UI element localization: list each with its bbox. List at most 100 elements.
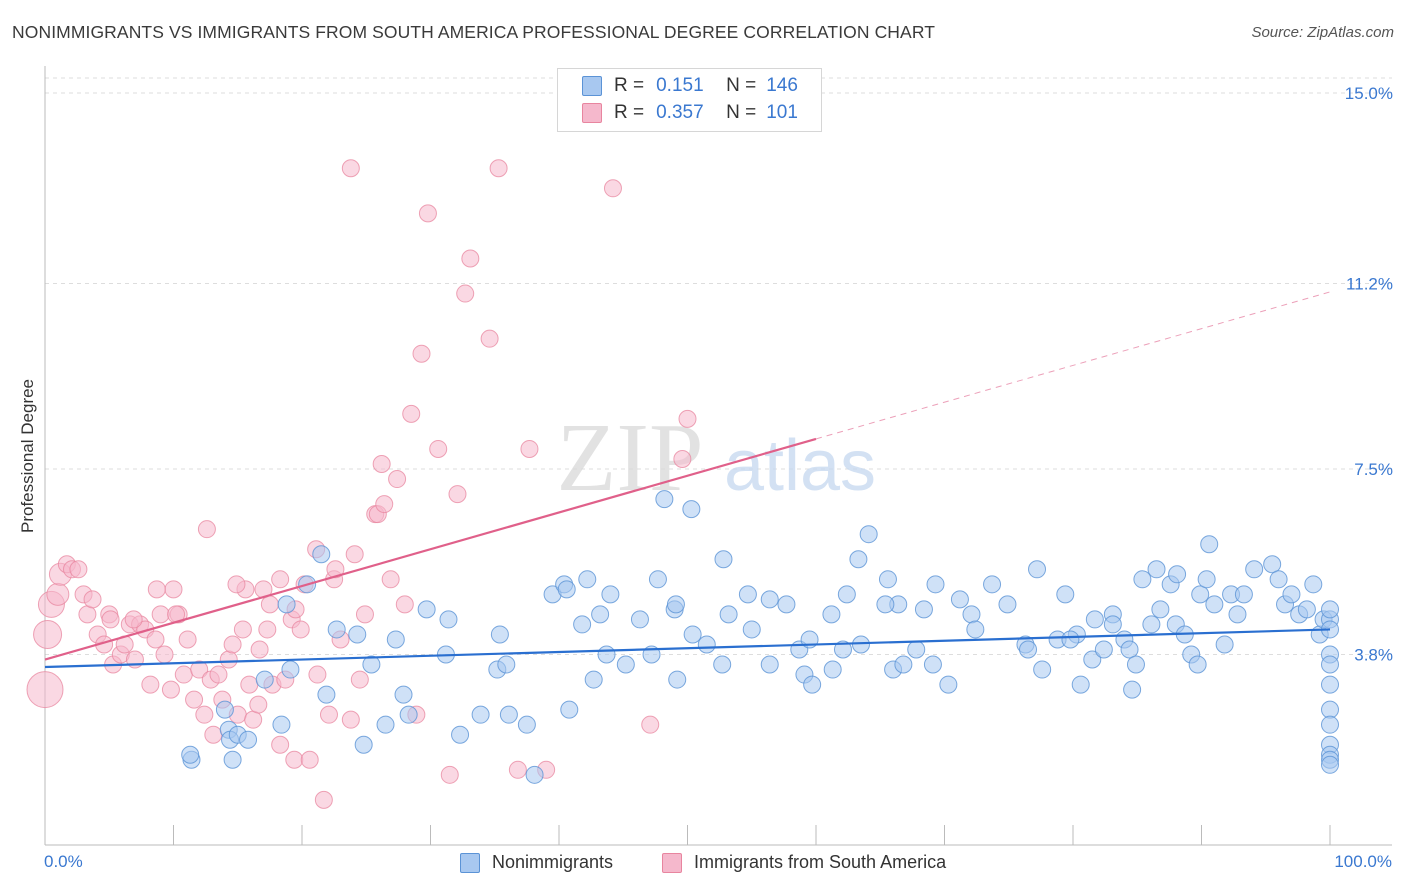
x-tick-max: 100.0% — [1334, 852, 1392, 871]
point-nonimmigrants — [277, 595, 296, 614]
point-nonimmigrants — [683, 625, 702, 644]
series-immigrants-points — [26, 159, 697, 809]
point-nonimmigrants — [1269, 570, 1288, 589]
point-nonimmigrants — [1282, 585, 1301, 604]
point-nonimmigrants — [851, 635, 870, 654]
point-nonimmigrants — [386, 630, 405, 649]
point-immigrants — [418, 204, 437, 223]
point-nonimmigrants — [998, 595, 1017, 614]
point-nonimmigrants — [878, 570, 897, 589]
point-nonimmigrants — [1263, 555, 1282, 574]
point-nonimmigrants — [742, 620, 761, 639]
point-immigrants — [461, 249, 480, 268]
point-immigrants — [190, 660, 209, 679]
point-immigrants — [412, 344, 431, 363]
point-immigrants — [209, 665, 228, 684]
point-nonimmigrants — [837, 585, 856, 604]
trendline-immigrants-extension — [815, 291, 1331, 440]
point-nonimmigrants — [497, 655, 516, 674]
y-tick-label: 15.0% — [1345, 84, 1393, 103]
legend-n-label: N = — [726, 75, 757, 96]
point-immigrants — [244, 710, 263, 729]
point-nonimmigrants — [1120, 640, 1139, 659]
point-immigrants — [147, 580, 166, 599]
point-nonimmigrants — [1205, 595, 1224, 614]
legend-n-value: 146 — [766, 75, 798, 96]
point-nonimmigrants — [616, 655, 635, 674]
point-immigrants — [46, 582, 70, 606]
point-nonimmigrants — [601, 585, 620, 604]
point-nonimmigrants — [1085, 610, 1104, 629]
point-immigrants — [341, 159, 360, 178]
point-nonimmigrants — [777, 595, 796, 614]
point-nonimmigrants — [1200, 535, 1219, 554]
point-immigrants — [155, 645, 174, 664]
legend-swatch-blue — [460, 852, 480, 873]
point-nonimmigrants — [697, 635, 716, 654]
legend-swatch-pink — [662, 852, 682, 873]
point-immigrants — [174, 665, 193, 684]
point-nonimmigrants — [630, 610, 649, 629]
point-nonimmigrants — [1126, 655, 1145, 674]
point-nonimmigrants — [983, 575, 1002, 594]
legend-r-label: R = — [614, 102, 645, 123]
point-immigrants — [603, 179, 622, 198]
point-immigrants — [83, 590, 102, 609]
point-nonimmigrants — [223, 750, 242, 769]
legend-item-nonimmigrants[interactable]: Nonimmigrants — [460, 852, 613, 873]
watermark: ZIP atlas — [557, 404, 877, 512]
y-tick-label: 11.2% — [1346, 275, 1393, 294]
point-immigrants — [350, 670, 369, 689]
point-immigrants — [141, 675, 160, 694]
point-nonimmigrants — [822, 605, 841, 624]
point-immigrants — [204, 725, 223, 744]
point-immigrants — [678, 409, 697, 428]
point-immigrants — [233, 620, 252, 639]
point-immigrants — [33, 619, 63, 649]
point-nonimmigrants — [327, 620, 346, 639]
point-immigrants — [271, 570, 290, 589]
point-immigrants — [429, 439, 448, 458]
series-legend: Nonimmigrants Immigrants from South Amer… — [0, 852, 1406, 878]
series-nonimmigrants-points — [181, 490, 1339, 784]
point-nonimmigrants — [1321, 655, 1339, 674]
point-nonimmigrants — [1321, 755, 1339, 774]
watermark-atlas: atlas — [724, 426, 876, 506]
point-nonimmigrants — [833, 640, 852, 659]
legend-r-label: R = — [614, 75, 645, 96]
point-immigrants — [300, 750, 319, 769]
legend-label-immigrants: Immigrants from South America — [694, 852, 947, 872]
point-nonimmigrants — [1094, 640, 1113, 659]
point-immigrants — [258, 620, 277, 639]
point-nonimmigrants — [1245, 560, 1264, 579]
point-nonimmigrants — [1083, 650, 1102, 669]
point-immigrants — [326, 560, 345, 579]
point-nonimmigrants — [591, 605, 610, 624]
point-nonimmigrants — [1168, 565, 1187, 584]
point-nonimmigrants — [1056, 585, 1075, 604]
point-nonimmigrants — [1033, 660, 1052, 679]
point-immigrants — [345, 545, 364, 564]
point-immigrants — [448, 485, 467, 504]
y-tick-label: 7.5% — [1354, 460, 1393, 479]
point-immigrants — [223, 635, 242, 654]
point-nonimmigrants — [914, 600, 933, 619]
point-immigrants — [402, 404, 421, 423]
point-nonimmigrants — [648, 570, 667, 589]
point-nonimmigrants — [876, 595, 895, 614]
point-immigrants — [260, 595, 279, 614]
point-nonimmigrants — [1304, 575, 1323, 594]
point-immigrants — [78, 605, 97, 624]
point-nonimmigrants — [668, 670, 687, 689]
point-nonimmigrants — [719, 605, 738, 624]
source-credit: Source: ZipAtlas.com — [1251, 24, 1394, 41]
point-nonimmigrants — [399, 705, 418, 724]
legend-row-nonimmigrants: R = 0.151 N = 146 — [582, 74, 798, 98]
point-nonimmigrants — [939, 675, 958, 694]
point-nonimmigrants — [666, 595, 685, 614]
point-immigrants — [249, 695, 268, 714]
legend-label-nonimmigrants: Nonimmigrants — [492, 852, 614, 872]
point-immigrants — [101, 610, 120, 629]
legend-item-immigrants[interactable]: Immigrants from South America — [662, 852, 946, 873]
